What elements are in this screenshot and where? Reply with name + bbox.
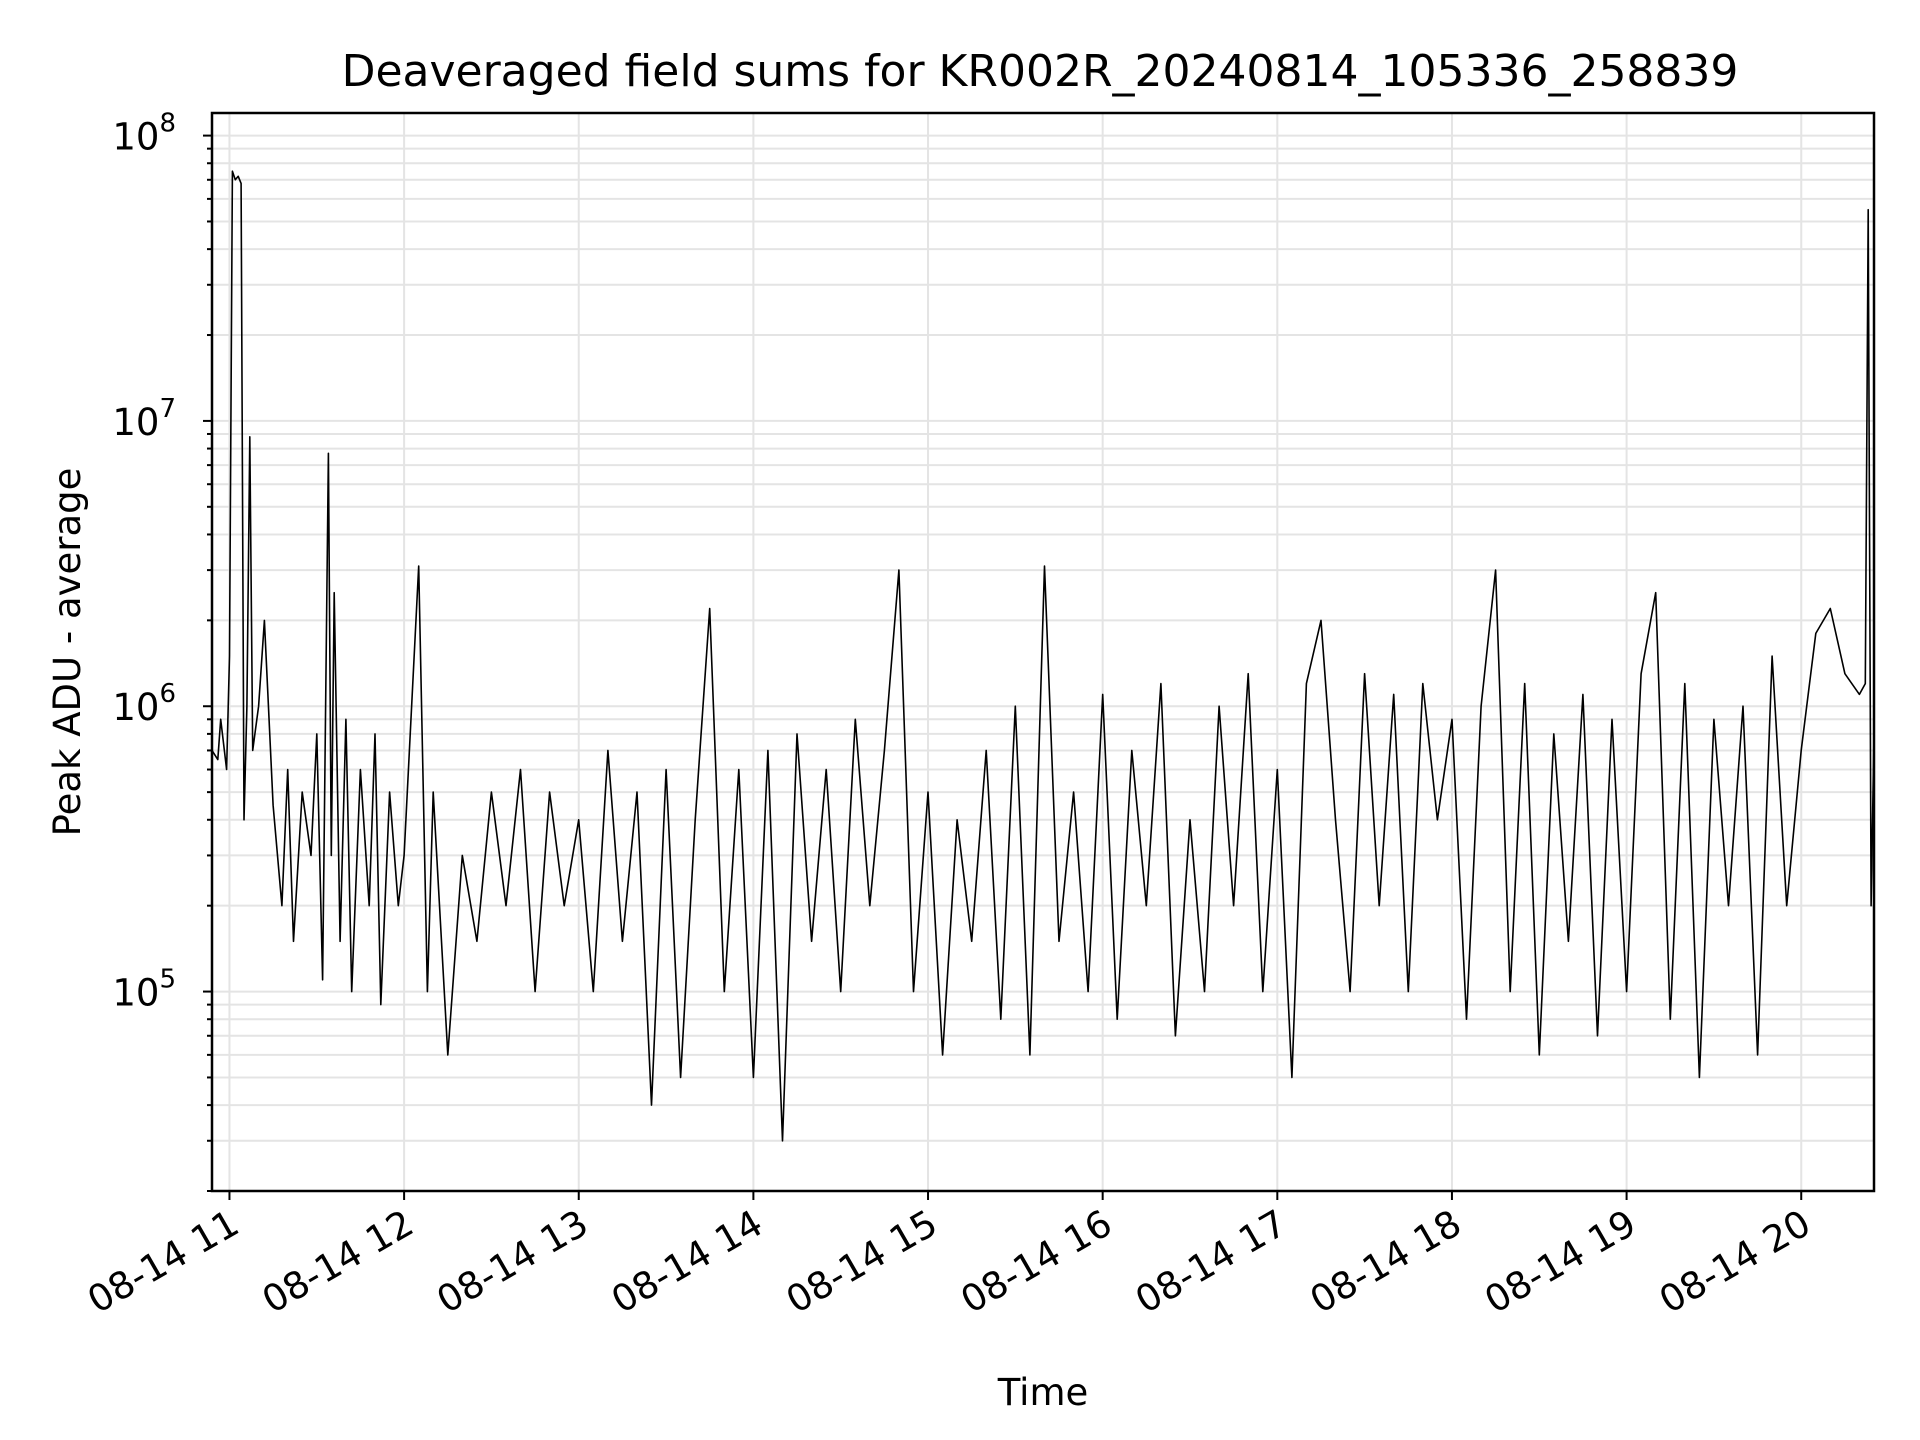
x-tick-label: 08-14 11 <box>80 1202 246 1322</box>
y-tick-base: 10 <box>112 116 159 159</box>
x-axis-label: Time <box>997 1371 1089 1414</box>
series-group <box>211 170 1875 1142</box>
x-tick-label: 08-14 16 <box>954 1202 1120 1322</box>
grid <box>212 113 1874 1192</box>
x-tick-label: 08-14 20 <box>1652 1202 1818 1322</box>
chart-title: Deaveraged field sums for KR002R_2024081… <box>342 46 1739 97</box>
x-tick-label: 08-14 13 <box>430 1202 596 1322</box>
x-tick-label: 08-14 17 <box>1128 1202 1294 1322</box>
series-line <box>211 170 1875 1142</box>
y-tick-label: 108 <box>112 109 176 159</box>
y-tick-exponent: 7 <box>159 394 176 424</box>
x-axis: 08-14 11 08-14 12 08-14 13 08-14 14 08-14 15… <box>80 1191 1818 1322</box>
y-tick-label: 107 <box>112 394 176 444</box>
y-axis-label: Peak ADU - average <box>46 468 89 837</box>
x-tick-label: 08-14 18 <box>1303 1202 1469 1322</box>
y-tick-base: 10 <box>112 972 159 1015</box>
y-tick-label: 106 <box>112 679 176 729</box>
x-tick-label: 08-14 15 <box>779 1202 945 1322</box>
y-tick-base: 10 <box>112 401 159 444</box>
x-tick-label: 08-14 19 <box>1478 1202 1644 1322</box>
y-tick-exponent: 5 <box>159 965 176 995</box>
plot-frame <box>210 111 1876 1193</box>
x-tick-label: 08-14 12 <box>255 1202 421 1322</box>
y-tick-exponent: 8 <box>159 109 176 139</box>
x-tick-label: 08-14 14 <box>604 1202 770 1322</box>
y-tick-base: 10 <box>112 686 159 729</box>
y-tick-label: 105 <box>112 965 176 1015</box>
y-tick-exponent: 6 <box>159 679 176 709</box>
